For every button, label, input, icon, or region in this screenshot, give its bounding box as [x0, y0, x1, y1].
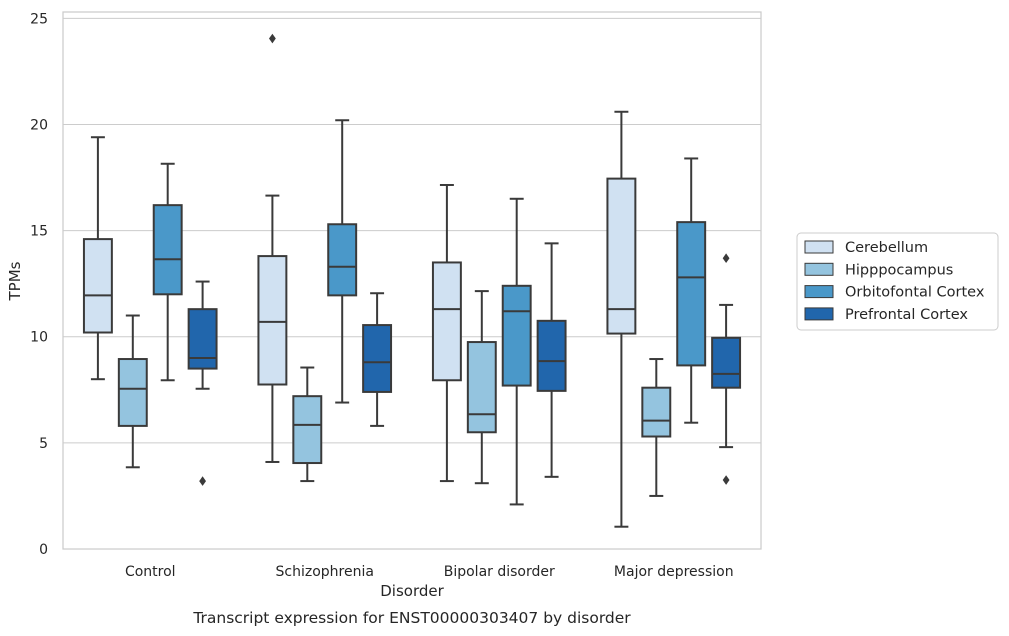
- boxes-layer: [82, 33, 742, 528]
- x-tick-label: Bipolar disorder: [444, 564, 555, 580]
- legend: Cerebellum Hipppocampus Orbitofontal Corte…: [796, 232, 999, 331]
- box: [466, 341, 497, 434]
- box-group: [292, 366, 323, 483]
- box: [676, 221, 707, 367]
- legend-swatch: [804, 262, 834, 276]
- box: [152, 204, 183, 296]
- outlier-point: [269, 33, 276, 44]
- box-group: [641, 358, 672, 497]
- y-tick-labels: 0 5 10 15 20 25: [30, 11, 48, 558]
- box-group: [711, 253, 742, 485]
- box: [187, 308, 218, 370]
- box-group: [187, 280, 218, 486]
- box: [641, 386, 672, 438]
- box-group: [257, 33, 288, 463]
- box: [431, 261, 462, 382]
- box-group: [82, 136, 113, 381]
- legend-label: Prefrontal Cortex: [845, 307, 968, 323]
- legend-frame: [796, 232, 999, 331]
- legend-label: Orbitofontal Cortex: [845, 285, 985, 301]
- plot-area-frame: [62, 11, 762, 550]
- box: [711, 336, 742, 389]
- box-group: [676, 157, 707, 424]
- box: [536, 319, 567, 392]
- x-tick-label: Control: [125, 564, 176, 580]
- box-group: [117, 314, 148, 469]
- x-tick-labels: Control Schizophrenia Bipolar disorder Majo…: [125, 564, 734, 580]
- box-group: [536, 242, 567, 478]
- box: [292, 395, 323, 465]
- box: [257, 255, 288, 386]
- box-group: [152, 162, 183, 382]
- box: [501, 284, 532, 387]
- box: [606, 177, 637, 335]
- x-tick-label: Major depression: [614, 564, 734, 580]
- x-axis-label: Disorder: [380, 582, 444, 600]
- box-group: [606, 110, 637, 528]
- box-group: [501, 197, 532, 506]
- y-tick-label: 20: [30, 117, 48, 133]
- box-group: [466, 290, 497, 485]
- outlier-point: [722, 475, 730, 485]
- legend-swatch: [804, 307, 834, 321]
- box: [82, 238, 113, 334]
- chart-caption: Transcript expression for ENST0000030340…: [192, 609, 631, 627]
- box-group: [431, 183, 462, 483]
- y-axis-label: TPMs: [6, 261, 24, 301]
- y-tick-label: 10: [30, 330, 48, 346]
- x-tick-label: Schizophrenia: [276, 564, 374, 580]
- legend-label: Hipppocampus: [845, 262, 953, 278]
- outlier-point: [722, 253, 730, 264]
- y-tick-label: 5: [39, 436, 48, 452]
- box-group: [327, 119, 358, 404]
- legend-label: Cerebellum: [845, 240, 928, 256]
- box: [117, 358, 148, 427]
- y-tick-label: 25: [30, 11, 48, 27]
- legend-swatch: [804, 240, 834, 254]
- outlier-point: [199, 476, 206, 486]
- box: [327, 223, 358, 297]
- legend-swatch: [804, 285, 834, 299]
- box: [362, 324, 393, 393]
- box-group: [362, 292, 393, 427]
- y-tick-label: 15: [30, 224, 48, 240]
- y-tick-label: 0: [39, 542, 48, 558]
